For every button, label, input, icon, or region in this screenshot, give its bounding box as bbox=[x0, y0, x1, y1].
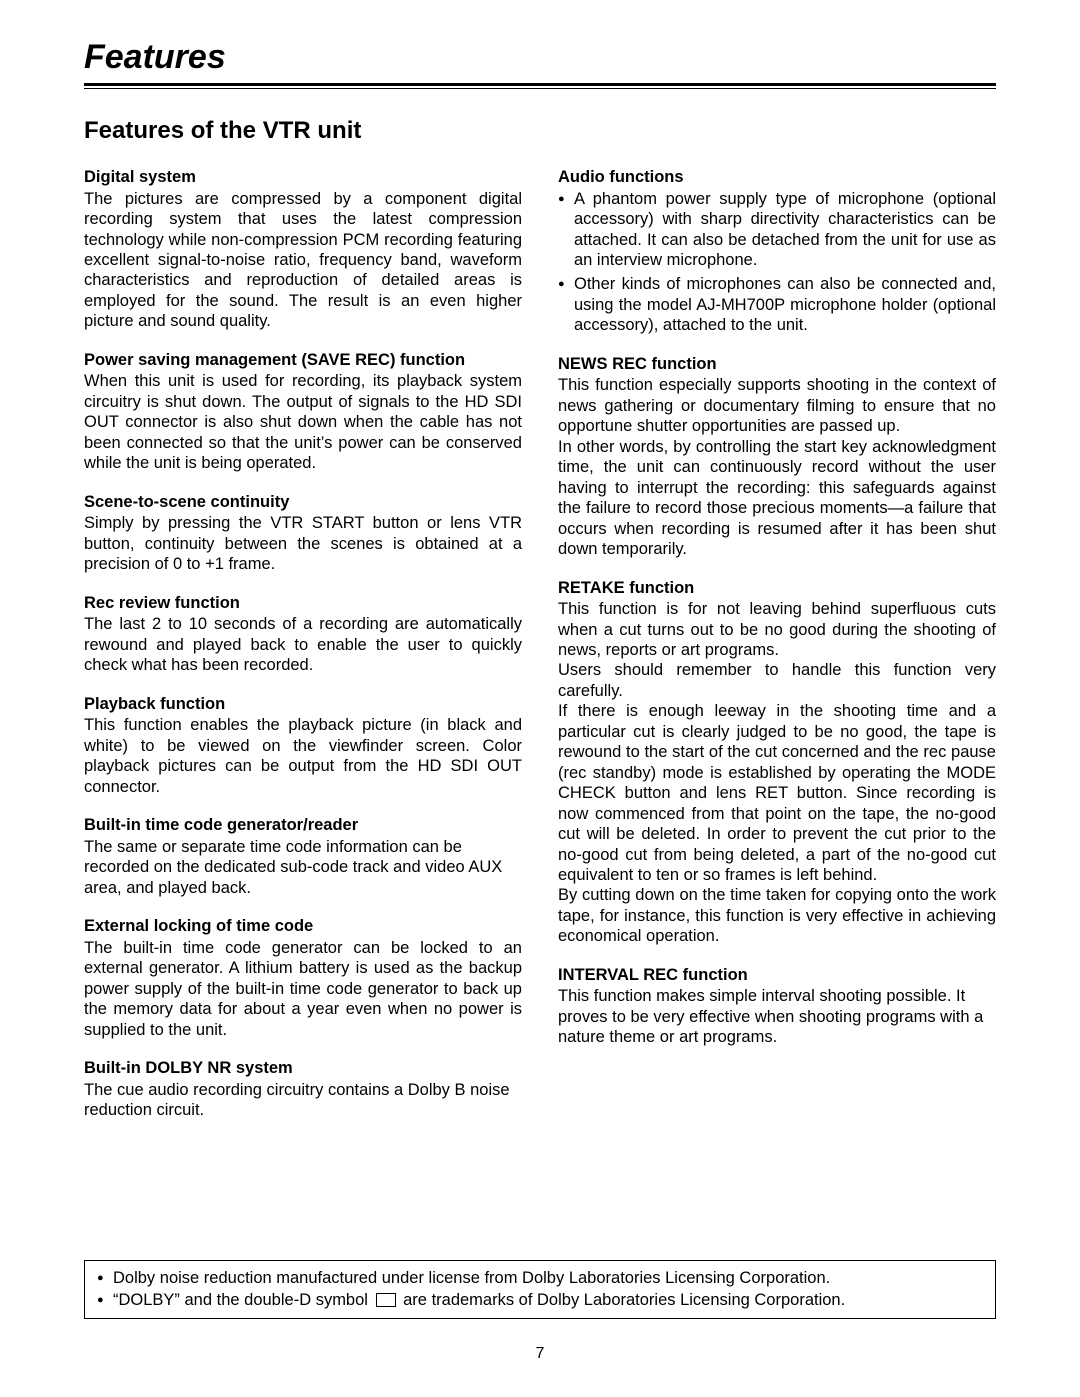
notice-line: Dolby noise reduction manufactured under… bbox=[97, 1268, 981, 1289]
bullet-item: A phantom power supply type of microphon… bbox=[558, 189, 996, 271]
feature-body: The last 2 to 10 seconds of a recording … bbox=[84, 614, 522, 675]
notice-text: “DOLBY” and the double-D symbol bbox=[113, 1291, 373, 1309]
feature-digital-system: Digital system The pictures are compress… bbox=[84, 167, 522, 332]
feature-body: When this unit is used for recording, it… bbox=[84, 371, 522, 473]
page: Features Features of the VTR unit Digita… bbox=[0, 0, 1080, 1397]
page-number: 7 bbox=[0, 1345, 1080, 1363]
right-column: Audio functions A phantom power supply t… bbox=[558, 167, 996, 1139]
feature-title: Built-in DOLBY NR system bbox=[84, 1058, 522, 1079]
feature-body: Users should remember to handle this fun… bbox=[558, 660, 996, 701]
feature-title: Playback function bbox=[84, 694, 522, 715]
feature-body: In other words, by controlling the start… bbox=[558, 437, 996, 560]
feature-body: The cue audio recording circuitry contai… bbox=[84, 1080, 522, 1121]
feature-body: The pictures are compressed by a compone… bbox=[84, 189, 522, 332]
feature-title: Digital system bbox=[84, 167, 522, 188]
feature-save-rec: Power saving management (SAVE REC) funct… bbox=[84, 350, 522, 474]
feature-title: Audio functions bbox=[558, 167, 996, 188]
page-title: Features bbox=[84, 38, 996, 77]
feature-timecode-lock: External locking of time code The built-… bbox=[84, 916, 522, 1040]
feature-news-rec: NEWS REC function This function especial… bbox=[558, 354, 996, 560]
feature-body: This function enables the playback pictu… bbox=[84, 715, 522, 797]
section-title: Features of the VTR unit bbox=[84, 117, 996, 145]
bullet-list: A phantom power supply type of microphon… bbox=[558, 189, 996, 336]
feature-body: The built-in time code generator can be … bbox=[84, 938, 522, 1040]
feature-body: This function is for not leaving behind … bbox=[558, 599, 996, 660]
feature-title: Scene-to-scene continuity bbox=[84, 492, 522, 513]
feature-body: Simply by pressing the VTR START button … bbox=[84, 513, 522, 574]
notice-line: “DOLBY” and the double-D symbol are trad… bbox=[97, 1290, 981, 1311]
feature-title: INTERVAL REC function bbox=[558, 965, 996, 986]
title-double-rule bbox=[84, 83, 996, 89]
feature-retake: RETAKE function This function is for not… bbox=[558, 578, 996, 947]
feature-timecode-gen: Built-in time code generator/reader The … bbox=[84, 815, 522, 898]
feature-body: By cutting down on the time taken for co… bbox=[558, 885, 996, 946]
feature-body: This function especially supports shooti… bbox=[558, 375, 996, 436]
two-column-layout: Digital system The pictures are compress… bbox=[84, 167, 996, 1139]
feature-title: Built-in time code generator/reader bbox=[84, 815, 522, 836]
feature-body: The same or separate time code informati… bbox=[84, 837, 522, 898]
feature-body: If there is enough leeway in the shootin… bbox=[558, 701, 996, 885]
feature-title: Power saving management (SAVE REC) funct… bbox=[84, 350, 522, 371]
feature-title: RETAKE function bbox=[558, 578, 996, 599]
feature-interval-rec: INTERVAL REC function This function make… bbox=[558, 965, 996, 1048]
bullet-item: Other kinds of microphones can also be c… bbox=[558, 274, 996, 335]
double-d-icon bbox=[375, 1293, 397, 1305]
feature-title: External locking of time code bbox=[84, 916, 522, 937]
feature-title: Rec review function bbox=[84, 593, 522, 614]
feature-audio-functions: Audio functions A phantom power supply t… bbox=[558, 167, 996, 336]
dolby-notice-box: Dolby noise reduction manufactured under… bbox=[84, 1260, 996, 1319]
feature-rec-review: Rec review function The last 2 to 10 sec… bbox=[84, 593, 522, 676]
feature-playback: Playback function This function enables … bbox=[84, 694, 522, 797]
notice-text: are trademarks of Dolby Laboratories Lic… bbox=[399, 1291, 846, 1309]
feature-title: NEWS REC function bbox=[558, 354, 996, 375]
feature-scene-continuity: Scene-to-scene continuity Simply by pres… bbox=[84, 492, 522, 575]
left-column: Digital system The pictures are compress… bbox=[84, 167, 522, 1139]
feature-dolby-nr: Built-in DOLBY NR system The cue audio r… bbox=[84, 1058, 522, 1121]
feature-body: This function makes simple interval shoo… bbox=[558, 986, 996, 1047]
